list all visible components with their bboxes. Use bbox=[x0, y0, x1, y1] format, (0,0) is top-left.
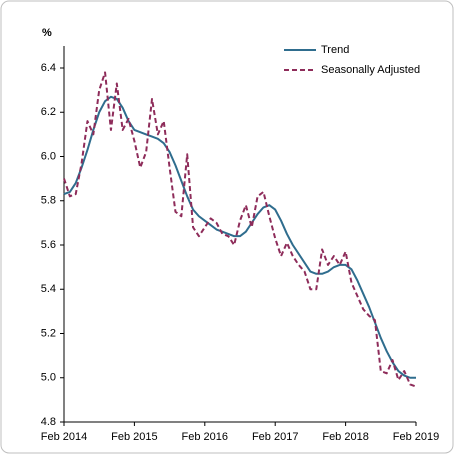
y-axis-label: % bbox=[42, 27, 52, 39]
y-tick-label: 5.6 bbox=[41, 239, 56, 251]
y-tick-label: 5.2 bbox=[41, 327, 56, 339]
y-tick-label: 6.2 bbox=[41, 106, 56, 118]
x-tick-label: Feb 2019 bbox=[393, 431, 439, 443]
x-tick-label: Feb 2017 bbox=[252, 431, 298, 443]
series-line bbox=[63, 95, 416, 379]
x-tick-label: Feb 2018 bbox=[322, 431, 368, 443]
series-line bbox=[63, 71, 417, 388]
y-tick-label: 5.4 bbox=[41, 283, 56, 295]
y-tick-label: 6.4 bbox=[41, 62, 56, 74]
x-tick-label: Feb 2015 bbox=[111, 431, 157, 443]
x-tick-label: Feb 2016 bbox=[182, 431, 228, 443]
y-tick-label: 5.8 bbox=[41, 195, 56, 207]
legend-label: Trend bbox=[321, 44, 349, 56]
y-tick-label: 4.8 bbox=[41, 416, 56, 428]
y-tick-label: 6.0 bbox=[41, 150, 56, 162]
legend-label: Seasonally Adjusted bbox=[321, 64, 420, 76]
y-tick-label: 5.0 bbox=[41, 372, 56, 384]
x-tick-label: Feb 2014 bbox=[41, 431, 87, 443]
